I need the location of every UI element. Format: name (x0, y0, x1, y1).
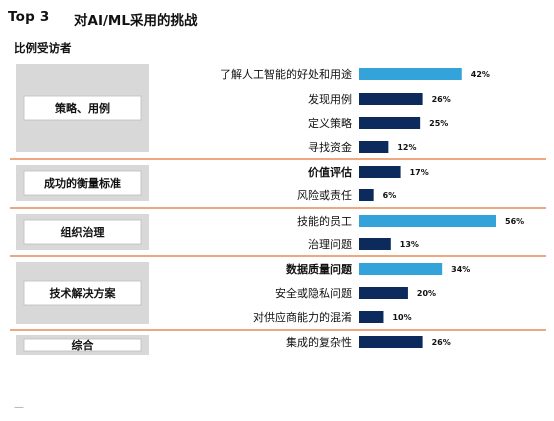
group-label: 技术解决方案 (50, 286, 117, 300)
value-label: 56% (505, 217, 524, 226)
chart-subtitle: 比例受访者 (14, 41, 72, 55)
bar (359, 336, 423, 348)
bar (359, 238, 391, 250)
category-label: 对供应商能力的混淆 (253, 310, 352, 324)
category-label: 定义策略 (308, 116, 352, 130)
group-label: 组织治理 (61, 225, 105, 239)
group-label-box (23, 95, 142, 121)
category-label: 治理问题 (308, 237, 352, 251)
value-label: 12% (397, 143, 416, 152)
chart-title: 对AI/ML采用的挑战 (74, 13, 198, 29)
category-label: 集成的复杂性 (286, 335, 352, 349)
value-label: 42% (471, 70, 490, 79)
bar (359, 166, 401, 178)
value-label: 6% (383, 191, 397, 200)
value-label: 13% (400, 240, 419, 249)
value-label: 25% (429, 119, 448, 128)
category-label: 技能的员工 (297, 214, 352, 228)
group-label-box (23, 170, 142, 196)
category-label: 了解人工智能的好处和用途 (220, 67, 352, 81)
bar (359, 93, 423, 105)
bar (359, 68, 462, 80)
category-label: 价值评估 (308, 165, 352, 179)
footer-mark: — (14, 402, 24, 413)
group-label: 综合 (72, 338, 95, 352)
group-label-box (23, 280, 142, 306)
value-label: 20% (417, 289, 436, 298)
category-label: 安全或隐私问题 (275, 286, 352, 300)
category-label: 发现用例 (308, 92, 352, 106)
value-label: 34% (451, 265, 470, 274)
bar (359, 287, 408, 299)
bar (359, 117, 421, 129)
value-label: 10% (392, 313, 411, 322)
group-label-box (23, 338, 142, 352)
bar (359, 215, 496, 227)
value-label: 26% (432, 95, 451, 104)
bar (359, 311, 384, 323)
value-label: 26% (432, 338, 451, 347)
chart-tag: Top 3 (8, 9, 50, 25)
category-label: 数据质量问题 (286, 262, 353, 276)
group-label-box (23, 219, 142, 245)
bar (359, 263, 443, 275)
group-label: 策略、用例 (54, 101, 110, 115)
group-label: 成功的衡量标准 (44, 176, 121, 190)
category-label: 风险或责任 (297, 188, 352, 202)
category-label: 寻找资金 (308, 140, 352, 154)
bar (359, 189, 374, 201)
bar (359, 141, 389, 153)
value-label: 17% (410, 168, 429, 177)
